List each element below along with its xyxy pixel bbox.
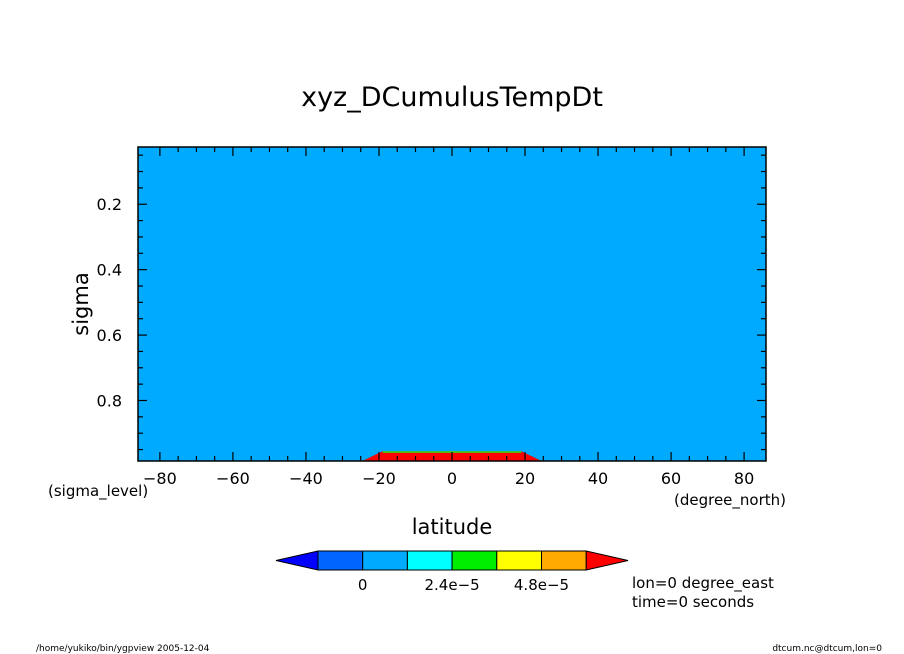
- colorbar-box: [541, 550, 587, 571]
- x-tick-label: 20: [515, 469, 535, 488]
- x-tick-label: −80: [143, 469, 177, 488]
- plot-area: [138, 147, 766, 461]
- annotation-time: time=0 seconds: [632, 593, 754, 611]
- colorbar-box: [496, 550, 542, 571]
- x-tick-label: −40: [289, 469, 323, 488]
- y-tick-label: 0.6: [97, 326, 122, 345]
- x-tick-label: 40: [588, 469, 608, 488]
- x-axis-units: (degree_north): [674, 491, 786, 510]
- colorbar-box: [406, 550, 453, 571]
- axis-ticks: [138, 147, 766, 461]
- footer-right: dtcum.nc@dtcum,lon=0: [772, 644, 882, 654]
- axis-tick-labels: −80 −60 −40 −20 0 20 40 60 80 0.2 0.4 0.6 0.8: [97, 195, 755, 488]
- x-tick-label: 0: [447, 469, 457, 488]
- y-tick-label: 0.4: [97, 261, 122, 280]
- x-tick-label: −60: [216, 469, 250, 488]
- annotation-lon: lon=0 degree_east: [632, 574, 774, 593]
- colorbar-label: 4.8e−5: [514, 576, 569, 594]
- colorbar-box: [451, 550, 498, 571]
- colorbar-label: 2.4e−5: [424, 576, 479, 594]
- x-axis-label: latitude: [412, 515, 493, 539]
- footer-left: /home/yukiko/bin/ygpview 2005-12-04: [36, 644, 210, 654]
- colorbar-label: 0: [358, 576, 368, 594]
- x-tick-label: 60: [661, 469, 681, 488]
- colorbar-arrow-right: [585, 550, 629, 571]
- chart-title: xyz_DCumulusTempDt: [301, 82, 603, 113]
- y-axis-label: sigma: [69, 272, 93, 335]
- colorbar-labels: 0 2.4e−5 4.8e−5: [358, 576, 569, 594]
- x-tick-label: −20: [362, 469, 396, 488]
- colorbar-arrow-left: [275, 550, 319, 571]
- x-tick-label: 80: [734, 469, 754, 488]
- colorbar: [275, 550, 629, 571]
- y-tick-label: 0.8: [97, 391, 122, 410]
- colorbar-box: [317, 550, 364, 571]
- colorbar-box: [362, 550, 408, 571]
- y-tick-label: 0.2: [97, 195, 122, 214]
- y-axis-units: (sigma_level): [48, 482, 148, 501]
